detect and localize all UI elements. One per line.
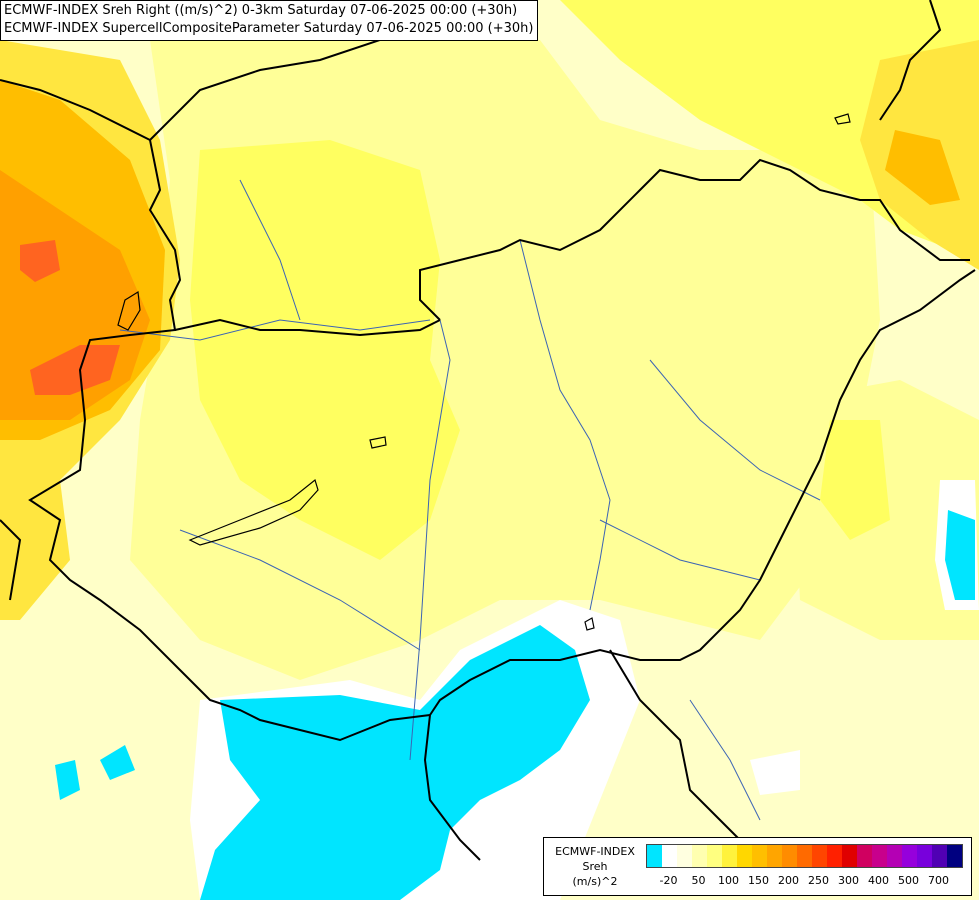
legend-tick-label: 400	[868, 874, 889, 887]
field-redorange-west-1	[20, 240, 60, 282]
legend-swatch	[827, 845, 842, 867]
legend-swatch	[752, 845, 767, 867]
legend-tick-label: -20	[659, 874, 678, 887]
legend-tick-label: 200	[778, 874, 799, 887]
field-yellow-east	[820, 420, 890, 540]
field-cyan-east	[945, 510, 975, 600]
field-redorange-west-2	[30, 345, 120, 395]
field-yellow-northeast	[560, 0, 979, 260]
legend-label: ECMWF-INDEX Sreh (m/s)^2	[546, 844, 644, 889]
legend-swatch	[842, 845, 857, 867]
legend-parameter: Sreh	[582, 860, 608, 873]
field-cyan-small-1	[100, 745, 135, 780]
legend-swatch	[932, 845, 947, 867]
legend-tick-label: 250	[808, 874, 829, 887]
legend-swatch	[677, 845, 692, 867]
legend-ticks: -20 50 100 150 200 250 300 400 500 700	[646, 874, 968, 890]
legend-swatch	[797, 845, 812, 867]
legend-tick-label: 50	[691, 874, 706, 887]
color-legend: ECMWF-INDEX Sreh (m/s)^2 -20 50 100 150 200 2…	[543, 837, 972, 896]
legend-swatch	[692, 845, 707, 867]
legend-model: ECMWF-INDEX	[555, 845, 635, 858]
legend-swatch	[887, 845, 902, 867]
legend-swatch	[872, 845, 887, 867]
field-white-southeast	[750, 750, 800, 795]
legend-tick-label: 700	[928, 874, 949, 887]
legend-swatch	[857, 845, 872, 867]
legend-swatch	[707, 845, 722, 867]
legend-units: (m/s)^2	[572, 875, 618, 888]
legend-swatch	[647, 845, 662, 867]
legend-tick-label: 100	[718, 874, 739, 887]
lakes	[117, 113, 851, 631]
map-title-sreh: ECMWF-INDEX Sreh Right ((m/s)^2) 0-3km S…	[4, 3, 518, 18]
field-cyan-south	[200, 625, 590, 900]
legend-tick-label: 300	[838, 874, 859, 887]
legend-swatch	[722, 845, 737, 867]
legend-swatch	[782, 845, 797, 867]
legend-tick-label: 500	[898, 874, 919, 887]
legend-tick-label: 150	[748, 874, 769, 887]
legend-color-scale	[646, 844, 963, 868]
field-cyan-small-2	[55, 760, 80, 800]
legend-swatch	[662, 845, 677, 867]
legend-swatch	[917, 845, 932, 867]
legend-swatch	[902, 845, 917, 867]
rivers	[119, 179, 821, 821]
legend-swatch	[947, 845, 962, 867]
legend-swatch	[767, 845, 782, 867]
legend-swatch	[812, 845, 827, 867]
field-amber-northeast	[885, 130, 960, 205]
field-yellow-center	[190, 140, 460, 560]
map-title-box: ECMWF-INDEX Sreh Right ((m/s)^2) 0-3km S…	[0, 0, 539, 41]
legend-swatch	[737, 845, 752, 867]
country-borders	[0, 0, 976, 861]
map-title-scp: ECMWF-INDEX SupercellCompositeParameter …	[4, 21, 534, 36]
